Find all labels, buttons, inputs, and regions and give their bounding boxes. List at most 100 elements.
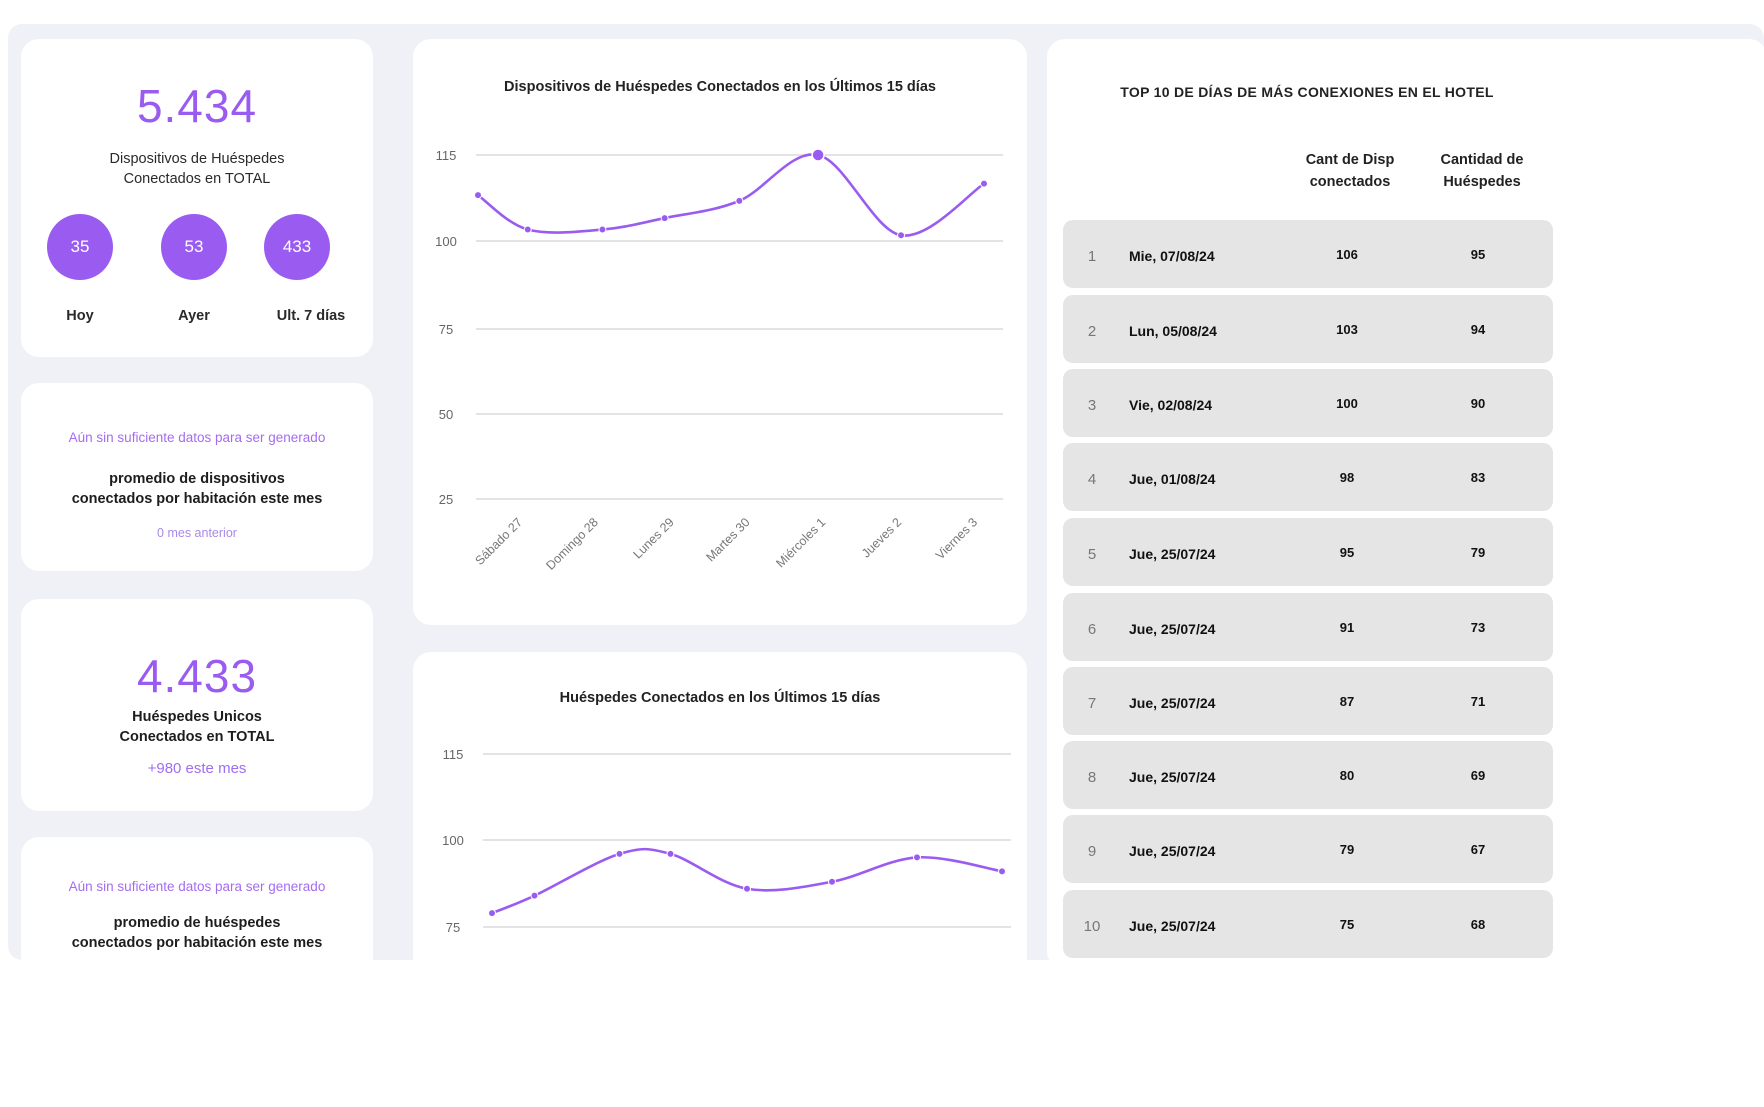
stat-yesterday-circle: 53 bbox=[161, 214, 227, 280]
row-devices: 98 bbox=[1339, 470, 1355, 485]
guests-chart-y-tick-label: 100 bbox=[442, 833, 464, 848]
guests-chart-data-point[interactable] bbox=[666, 849, 675, 858]
stat-yesterday-label: Ayer bbox=[178, 308, 210, 324]
devices-chart-y-tick-label: 75 bbox=[439, 322, 453, 337]
devices-chart-x-tick-label: Sábado 27 bbox=[472, 515, 525, 568]
row-date: Vie, 02/08/24 bbox=[1129, 397, 1213, 413]
row-rank: 7 bbox=[1087, 695, 1097, 712]
row-rank: 4 bbox=[1087, 471, 1097, 488]
table-row: 9 Jue, 25/07/24 79 67 bbox=[1063, 815, 1553, 883]
table-row: 5 Jue, 25/07/24 95 79 bbox=[1063, 518, 1553, 586]
col-header-devices: Cant de Disp conectados bbox=[1305, 152, 1395, 190]
row-date: Jue, 25/07/24 bbox=[1129, 843, 1216, 859]
devices-chart-series-line bbox=[477, 153, 985, 237]
row-guests: 69 bbox=[1470, 768, 1486, 783]
stat-today-circle: 35 bbox=[47, 214, 113, 280]
row-rank: 3 bbox=[1087, 397, 1097, 414]
unique-guests-value: 4.433 bbox=[136, 650, 258, 702]
stat-week-circle: 433 bbox=[264, 214, 330, 280]
row-rank: 2 bbox=[1087, 323, 1097, 340]
guests-chart-data-point[interactable] bbox=[998, 867, 1006, 876]
avg-devices-label: promedio de dispositivos conectados por … bbox=[71, 471, 323, 507]
row-guests: 68 bbox=[1470, 917, 1486, 932]
devices-chart-title: Dispositivos de Huéspedes Conectados en … bbox=[504, 79, 936, 95]
devices-chart-y-tick-label: 115 bbox=[436, 148, 457, 163]
avg-guests-notice: Aún sin suficiente datos para ser genera… bbox=[68, 879, 326, 894]
table-row: 1 Mie, 07/08/24 106 95 bbox=[1063, 220, 1553, 288]
table-row: 6 Jue, 25/07/24 91 73 bbox=[1063, 593, 1553, 661]
row-rank: 1 bbox=[1087, 248, 1097, 265]
row-guests: 79 bbox=[1470, 545, 1486, 560]
devices-chart-x-tick-label: Viernes 3 bbox=[933, 515, 980, 562]
row-devices: 106 bbox=[1336, 247, 1358, 262]
guests-chart-y-tick-label: 115 bbox=[443, 747, 464, 762]
row-date: Lun, 05/08/24 bbox=[1129, 323, 1217, 339]
row-date: Jue, 25/07/24 bbox=[1129, 918, 1216, 934]
devices-chart-x-tick-label: Lunes 29 bbox=[631, 515, 677, 561]
row-date: Jue, 25/07/24 bbox=[1129, 621, 1216, 637]
guests-chart-data-point[interactable] bbox=[743, 884, 751, 893]
row-date: Jue, 25/07/24 bbox=[1129, 769, 1216, 785]
avg-guests-label: promedio de huéspedes conectados por hab… bbox=[71, 915, 323, 951]
dashboard-background: 5.434 Dispositivos de Huéspedes Conectad… bbox=[8, 24, 1764, 960]
table-row: 2 Lun, 05/08/24 103 94 bbox=[1063, 295, 1553, 363]
row-guests: 67 bbox=[1470, 842, 1486, 857]
row-guests: 71 bbox=[1470, 694, 1486, 709]
devices-chart-data-point[interactable] bbox=[523, 225, 532, 234]
row-devices: 91 bbox=[1339, 620, 1355, 635]
total-devices-card: 5.434 Dispositivos de Huéspedes Conectad… bbox=[21, 39, 373, 357]
row-devices: 95 bbox=[1339, 545, 1355, 560]
top-days-card: TOP 10 DE DÍAS DE MÁS CONEXIONES EN EL H… bbox=[1047, 39, 1764, 960]
row-date: Jue, 25/07/24 bbox=[1129, 546, 1216, 562]
row-devices: 100 bbox=[1336, 396, 1358, 411]
guests-chart-data-point[interactable] bbox=[530, 891, 539, 900]
unique-guests-label: Huéspedes Unicos Conectados en TOTAL bbox=[119, 709, 275, 745]
avg-devices-footnote: 0 mes anterior bbox=[157, 526, 237, 540]
row-devices: 75 bbox=[1339, 917, 1355, 932]
guests-chart-data-point[interactable] bbox=[615, 849, 624, 858]
devices-chart-y-tick-label: 25 bbox=[439, 492, 453, 507]
guests-chart-title: Huéspedes Conectados en los Últimos 15 d… bbox=[559, 690, 881, 706]
devices-chart-x-tick-label: Domingo 28 bbox=[543, 515, 601, 573]
row-date: Mie, 07/08/24 bbox=[1129, 248, 1215, 264]
devices-chart-data-point[interactable] bbox=[735, 196, 744, 205]
row-devices: 103 bbox=[1336, 322, 1358, 337]
guests-line-chart: 115 100 75 bbox=[442, 747, 1011, 935]
devices-line-chart: 115 100 75 50 25 Sábado 27 Domingo 28 Lunes 29 M… bbox=[435, 148, 1003, 573]
guests-chart-data-point[interactable] bbox=[488, 909, 496, 918]
devices-chart-data-point[interactable] bbox=[980, 179, 988, 188]
unique-guests-delta: +980 este mes bbox=[147, 760, 247, 777]
row-devices: 79 bbox=[1339, 842, 1355, 857]
stat-today-label: Hoy bbox=[66, 308, 94, 324]
guests-chart-series-line bbox=[491, 847, 1003, 915]
avg-devices-notice: Aún sin suficiente datos para ser genera… bbox=[68, 430, 326, 445]
guests-chart-card: Huéspedes Conectados en los Últimos 15 d… bbox=[413, 652, 1027, 960]
guests-chart-data-point[interactable] bbox=[828, 877, 836, 886]
table-row: 4 Jue, 01/08/24 98 83 bbox=[1063, 443, 1553, 511]
row-devices: 87 bbox=[1339, 694, 1355, 709]
row-guests: 95 bbox=[1470, 247, 1486, 262]
devices-chart-highlight-point[interactable] bbox=[811, 148, 825, 162]
row-rank: 10 bbox=[1083, 918, 1101, 935]
row-guests: 94 bbox=[1470, 322, 1486, 337]
row-guests: 83 bbox=[1470, 470, 1486, 485]
devices-chart-data-point[interactable] bbox=[660, 214, 669, 223]
col-header-guests: Cantidad de Huéspedes bbox=[1440, 152, 1524, 190]
devices-chart-y-tick-label: 100 bbox=[435, 234, 457, 249]
total-devices-label: Dispositivos de Huéspedes Conectados en … bbox=[109, 151, 285, 187]
table-row: 10 Jue, 25/07/24 75 68 bbox=[1063, 890, 1553, 958]
devices-chart-data-point[interactable] bbox=[598, 225, 607, 234]
guests-chart-data-point[interactable] bbox=[913, 853, 921, 862]
row-rank: 9 bbox=[1087, 843, 1097, 860]
table-row: 8 Jue, 25/07/24 80 69 bbox=[1063, 741, 1553, 809]
row-rank: 8 bbox=[1087, 769, 1097, 786]
devices-chart-data-point[interactable] bbox=[897, 231, 906, 240]
table-row: 3 Vie, 02/08/24 100 90 bbox=[1063, 369, 1553, 437]
guests-chart-y-tick-label: 75 bbox=[446, 920, 460, 935]
devices-chart-data-point[interactable] bbox=[474, 191, 482, 200]
top-days-title: TOP 10 DE DÍAS DE MÁS CONEXIONES EN EL H… bbox=[1120, 84, 1494, 100]
row-date: Jue, 25/07/24 bbox=[1129, 695, 1216, 711]
devices-chart-y-tick-label: 50 bbox=[439, 407, 453, 422]
table-row: 7 Jue, 25/07/24 87 71 bbox=[1063, 667, 1553, 735]
row-devices: 80 bbox=[1339, 768, 1355, 783]
